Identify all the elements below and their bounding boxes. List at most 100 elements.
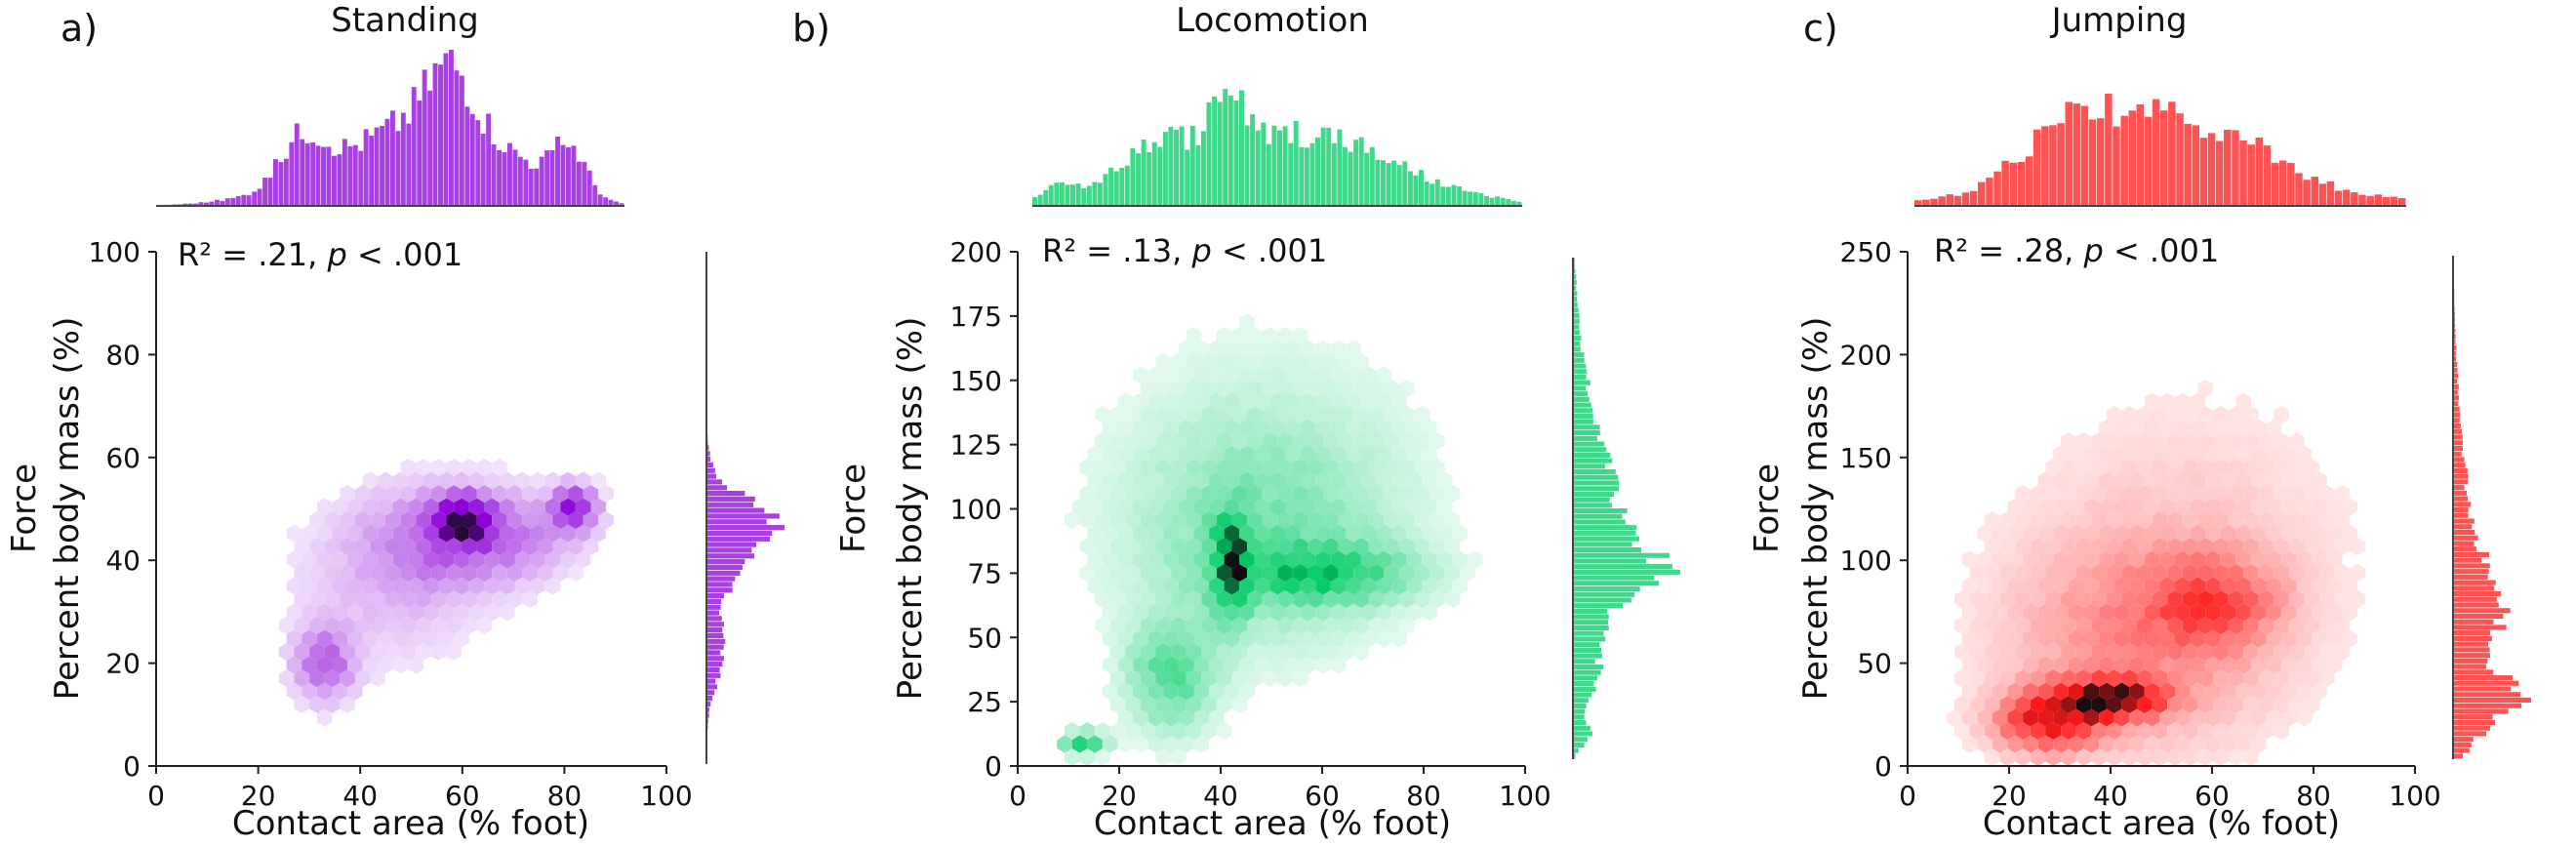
hex-cell bbox=[378, 656, 393, 674]
hex-cell bbox=[1368, 485, 1385, 503]
hex-cell bbox=[2197, 590, 2213, 608]
hex-cell bbox=[1353, 538, 1369, 555]
x-marginal-bar bbox=[1097, 182, 1103, 206]
hex-cell bbox=[1292, 643, 1308, 661]
hex-cell bbox=[560, 471, 576, 490]
hex-cell bbox=[1178, 524, 1194, 543]
hex-cell bbox=[1117, 577, 1134, 595]
hex-cell bbox=[416, 459, 431, 476]
hex-cell bbox=[1323, 617, 1339, 634]
y-marginal-bar bbox=[1573, 297, 1578, 302]
hex-cell bbox=[1102, 550, 1118, 569]
hex-cell bbox=[1109, 485, 1126, 503]
y-marginal-bar bbox=[2453, 591, 2502, 597]
y-marginal-bar bbox=[2453, 496, 2469, 502]
hex-cell bbox=[1239, 392, 1255, 411]
x-marginal-bar bbox=[267, 178, 273, 206]
hex-cell bbox=[438, 603, 455, 622]
hex-cell bbox=[530, 577, 545, 595]
hex-cell bbox=[2175, 629, 2191, 648]
x-marginal-bar bbox=[300, 139, 305, 206]
hex-cell bbox=[1163, 366, 1179, 384]
hex-cell bbox=[2213, 669, 2229, 687]
x-marginal-bar bbox=[1304, 147, 1309, 206]
hex-cell bbox=[2220, 735, 2236, 753]
y-marginal-bar bbox=[1573, 419, 1594, 424]
y-marginal-bar bbox=[1573, 402, 1591, 408]
hex-cell bbox=[2045, 485, 2062, 503]
hex-cell bbox=[2326, 498, 2343, 516]
hex-cell bbox=[2106, 617, 2122, 634]
hex-cell bbox=[1985, 696, 2000, 713]
hex-cell bbox=[1947, 708, 1962, 727]
hex-cell bbox=[2288, 511, 2305, 529]
hex-cell bbox=[1999, 564, 2016, 582]
hex-cell bbox=[1186, 722, 1202, 740]
x-marginal-bar bbox=[363, 129, 369, 206]
hex-cell bbox=[462, 459, 477, 476]
hex-cell bbox=[2205, 445, 2221, 464]
hex-cell bbox=[1102, 524, 1118, 543]
x-tick-label: 80 bbox=[2296, 780, 2331, 812]
hex-cell bbox=[468, 603, 485, 622]
x-marginal-bar bbox=[566, 146, 571, 206]
hex-cell bbox=[1330, 603, 1347, 622]
hex-cell bbox=[1201, 722, 1217, 740]
hex-cell bbox=[2075, 564, 2092, 582]
hex-cell bbox=[2061, 722, 2076, 740]
hex-cell bbox=[1140, 590, 1156, 608]
hex-cell bbox=[2045, 564, 2062, 582]
hex-cell bbox=[2258, 485, 2274, 503]
hex-cell bbox=[2023, 524, 2038, 543]
x-marginal-bar bbox=[539, 156, 544, 206]
hex-cell bbox=[2281, 550, 2297, 569]
hex-cell bbox=[1224, 392, 1240, 411]
hex-cell bbox=[2159, 550, 2175, 569]
x-marginal-bar bbox=[326, 146, 332, 206]
hex-cell bbox=[2152, 748, 2168, 766]
hex-cell bbox=[1254, 340, 1270, 358]
hex-cell bbox=[2190, 629, 2206, 648]
y-marginal-bar bbox=[2453, 641, 2488, 647]
hex-cell bbox=[2190, 498, 2206, 516]
y-marginal-bar bbox=[1573, 396, 1590, 402]
hex-cell bbox=[1247, 669, 1263, 687]
y-axis-label2-c: Percent body mass (%) bbox=[1796, 317, 1835, 701]
panel-title-c: Jumping bbox=[2050, 1, 2188, 40]
hex-cell bbox=[2220, 445, 2236, 464]
hex-cell bbox=[2007, 603, 2024, 622]
y-marginal-bar bbox=[1573, 659, 1595, 665]
hex-cell bbox=[1254, 656, 1270, 674]
hex-cell bbox=[2113, 735, 2130, 753]
y-marginal-bar bbox=[706, 616, 722, 622]
hex-cell bbox=[1109, 643, 1126, 661]
hex-cell bbox=[2083, 550, 2100, 569]
x-marginal-bar bbox=[1299, 146, 1305, 206]
hex-cell bbox=[2137, 459, 2153, 476]
hex-cell bbox=[2045, 617, 2062, 634]
y-marginal-bar bbox=[1573, 542, 1632, 547]
x-marginal-bar bbox=[2303, 180, 2311, 206]
hex-cell bbox=[1308, 564, 1323, 582]
hex-cell bbox=[1368, 590, 1385, 608]
hex-cell bbox=[1300, 524, 1316, 543]
hex-cell bbox=[430, 643, 447, 661]
hex-cell bbox=[2197, 511, 2213, 529]
hex-cell bbox=[2167, 406, 2183, 424]
hex-cell bbox=[2326, 656, 2343, 674]
hex-cell bbox=[1178, 445, 1194, 464]
hex-cell bbox=[2129, 445, 2145, 464]
hex-cell bbox=[2274, 617, 2289, 634]
hex-cell bbox=[1125, 643, 1141, 661]
y-marginal-bar bbox=[1573, 720, 1587, 726]
x-marginal-histogram-b bbox=[1032, 89, 1522, 206]
hex-cell bbox=[1262, 485, 1278, 503]
hex-cell bbox=[1285, 603, 1301, 622]
hex-cell bbox=[1186, 353, 1202, 371]
hex-cell bbox=[2319, 590, 2335, 608]
hex-cell bbox=[2350, 564, 2365, 582]
x-marginal-bar bbox=[1457, 186, 1463, 206]
hex-cell bbox=[1269, 392, 1285, 411]
y-marginal-bar bbox=[1573, 458, 1613, 464]
hex-cell bbox=[2304, 669, 2320, 687]
